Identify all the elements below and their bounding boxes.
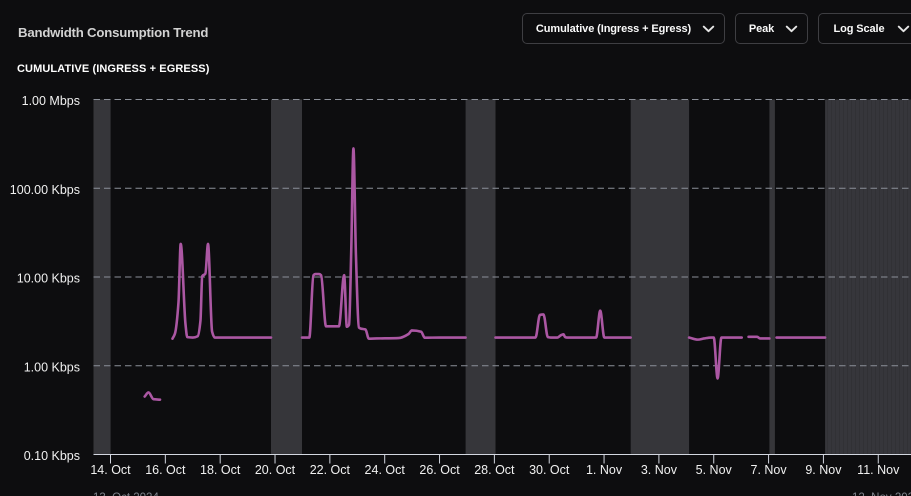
y-tick-label: 10.00 Kbps <box>17 272 80 286</box>
bandwidth-line <box>747 335 771 340</box>
future-band <box>825 99 911 454</box>
y-tick-label: 1.00 Kbps <box>24 360 80 374</box>
range-start-label: 13. Oct 2024 <box>93 492 159 496</box>
page-title: Bandwidth Consumption Trend <box>18 25 209 40</box>
x-tick-label: 30. Oct <box>529 463 570 477</box>
x-tick-label: 26. Oct <box>419 463 460 477</box>
chevron-down-icon <box>702 25 715 32</box>
y-tick-label: 100.00 Kbps <box>10 183 80 197</box>
x-tick-label: 9. Nov <box>805 463 842 477</box>
x-tick-label: 20. Oct <box>255 463 296 477</box>
chart-subtitle: CUMULATIVE (INGRESS + EGRESS) <box>17 63 210 75</box>
x-tick-label: 1. Nov <box>586 463 623 477</box>
metric-select[interactable]: Cumulative (Ingress + Egress) <box>522 13 725 44</box>
chevron-down-icon <box>785 25 798 32</box>
x-tick-label: 24. Oct <box>365 463 406 477</box>
bandwidth-line <box>171 242 273 340</box>
x-tick-label: 28. Oct <box>474 463 515 477</box>
x-tick-label: 3. Nov <box>641 463 678 477</box>
no-data-band <box>465 99 496 454</box>
metric-select-label: Cumulative (Ingress + Egress) <box>535 22 692 35</box>
x-tick-label: 14. Oct <box>90 463 131 477</box>
x-tick-label: 22. Oct <box>310 463 351 477</box>
x-tick-label: 7. Nov <box>751 463 788 477</box>
y-tick-label: 0.10 Kbps <box>24 449 80 463</box>
no-data-band <box>769 99 775 454</box>
x-tick-label: 16. Oct <box>145 463 186 477</box>
x-tick-label: 5. Nov <box>696 463 733 477</box>
x-tick-label: 18. Oct <box>200 463 241 477</box>
range-end-label: 12. Nov 2024 <box>852 492 911 496</box>
aggregation-select-label: Peak <box>748 22 775 35</box>
chevron-down-icon <box>897 25 910 32</box>
bandwidth-line <box>143 391 162 401</box>
no-data-band <box>630 99 690 454</box>
scale-select[interactable]: Log Scale <box>818 13 911 44</box>
x-tick-label: 11. Nov <box>857 463 900 477</box>
y-tick-label: 1.00 Mbps <box>22 94 80 108</box>
chart-controls: Cumulative (Ingress + Egress) Peak Log S… <box>522 13 911 44</box>
bandwidth-line <box>687 336 744 380</box>
aggregation-select[interactable]: Peak <box>735 13 808 44</box>
bandwidth-line <box>494 309 632 339</box>
bandwidth-line <box>300 147 467 340</box>
scale-select-label: Log Scale <box>833 22 885 35</box>
